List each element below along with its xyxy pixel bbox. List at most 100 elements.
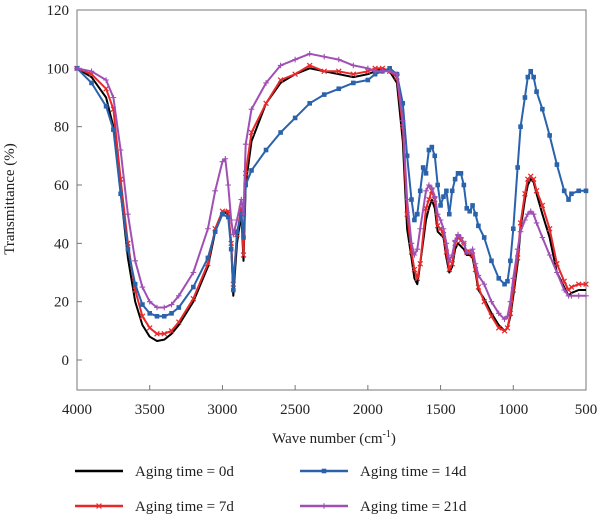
data-point	[446, 266, 453, 273]
data-point	[161, 304, 168, 311]
y-axis-title: Transmittance (%)	[2, 143, 18, 255]
data-point	[117, 147, 124, 153]
data-point	[440, 225, 447, 232]
data-point	[96, 503, 102, 509]
legend-label: Aging time = 14d	[360, 464, 467, 480]
data-point	[321, 468, 327, 474]
data-point	[488, 313, 495, 320]
data-point	[242, 141, 249, 147]
data-point	[554, 162, 560, 167]
data-point	[228, 246, 234, 252]
data-point	[501, 316, 508, 322]
legend-label: Aging time = 21d	[360, 499, 467, 515]
data-point	[263, 100, 269, 107]
data-point	[139, 313, 146, 320]
data-point	[292, 71, 298, 77]
data-point	[409, 197, 414, 202]
x-axis-ticks: 4000 3500 3000 2500 2000 1500 1000 500	[62, 385, 597, 418]
data-point	[504, 313, 511, 320]
data-point	[525, 211, 531, 217]
x-tick-label: 3500	[135, 402, 165, 418]
data-point	[488, 298, 495, 305]
data-point	[404, 153, 410, 159]
data-point	[464, 206, 470, 211]
data-point	[118, 191, 123, 197]
data-point	[429, 144, 435, 150]
data-point	[568, 284, 575, 290]
data-point	[168, 328, 175, 334]
data-point	[387, 66, 392, 71]
data-point	[449, 188, 455, 194]
legend-item: Aging time = 7d	[75, 499, 234, 515]
data-point	[404, 196, 410, 203]
series-2	[74, 66, 589, 319]
data-point	[452, 237, 458, 244]
data-point	[431, 193, 438, 200]
data-point	[321, 92, 327, 97]
data-point	[351, 80, 356, 86]
data-point	[321, 503, 327, 509]
data-point	[212, 188, 218, 194]
data-point	[444, 188, 449, 194]
data-point	[530, 211, 537, 217]
data-point	[527, 208, 534, 215]
data-point	[417, 225, 424, 232]
data-point	[412, 217, 417, 223]
data-point	[89, 80, 94, 86]
data-point	[212, 229, 218, 234]
data-point	[539, 202, 546, 209]
data-point	[475, 284, 482, 290]
data-point	[365, 65, 371, 72]
data-point	[103, 103, 109, 109]
data-point	[379, 68, 386, 75]
data-point	[435, 182, 440, 188]
data-point	[306, 62, 313, 69]
data-point	[540, 106, 545, 112]
data-point	[154, 304, 160, 311]
data-point	[205, 225, 211, 232]
data-point	[517, 228, 524, 235]
data-point	[446, 211, 452, 217]
data-point	[461, 240, 467, 247]
data-point	[530, 176, 537, 182]
data-point	[472, 260, 479, 267]
data-point	[146, 325, 153, 331]
data-point	[140, 302, 145, 307]
data-point	[175, 319, 182, 325]
data-point	[533, 220, 540, 226]
data-point	[411, 266, 418, 273]
data-point	[249, 168, 254, 173]
data-point	[443, 240, 450, 247]
data-point	[525, 74, 531, 80]
data-point	[248, 129, 255, 136]
data-point	[539, 234, 546, 241]
data-point	[132, 258, 138, 264]
data-point	[423, 171, 429, 176]
data-point	[386, 68, 393, 75]
data-point	[429, 185, 435, 191]
data-point	[248, 106, 255, 112]
data-point	[568, 293, 575, 299]
series-line	[76, 64, 586, 335]
data-point	[514, 246, 521, 252]
data-point	[241, 235, 246, 240]
data-point	[446, 258, 453, 264]
data-point	[531, 74, 536, 80]
data-point	[575, 281, 582, 287]
x-tick-label: 500	[575, 402, 598, 418]
data-point	[508, 258, 513, 264]
data-point	[190, 295, 197, 302]
data-point	[110, 94, 117, 101]
data-point	[240, 211, 247, 217]
data-point	[414, 275, 421, 282]
data-point	[481, 298, 488, 305]
data-point	[470, 203, 475, 208]
data-point	[238, 196, 245, 203]
data-point	[292, 56, 298, 63]
data-point	[569, 191, 574, 197]
data-point	[372, 71, 378, 77]
data-point	[434, 211, 441, 217]
data-point	[420, 165, 426, 170]
data-point	[321, 53, 328, 60]
